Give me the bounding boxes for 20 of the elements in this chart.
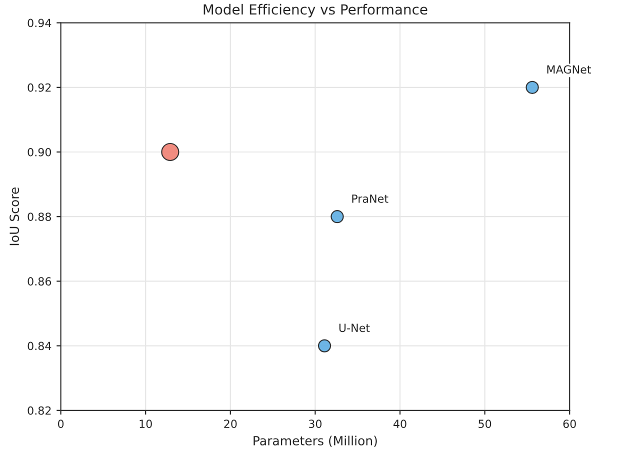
y-tick-label: 0.86: [28, 277, 52, 286]
annotation: PraNet: [352, 194, 388, 203]
x-tick-label: 0: [58, 420, 64, 428]
y-tick-label: 0.84: [28, 342, 52, 350]
x-tick-label: 50: [478, 420, 492, 428]
annotation: U-Net: [339, 324, 370, 332]
annotation: MAGNet: [547, 65, 592, 74]
x-tick-label: 60: [563, 420, 576, 428]
y-tick-label: 0.82: [28, 406, 51, 415]
y-tick-label: 0.90: [28, 148, 52, 156]
y-tick-label: 0.88: [28, 212, 52, 221]
x-tick-label: 20: [224, 420, 237, 428]
x-axis-title: Parameters (Million): [254, 436, 377, 447]
y-tick-label: 0.92: [28, 83, 51, 92]
y-axis-title: IoU Score: [10, 188, 20, 246]
chart-title: Model Efficiency vs Performance: [204, 4, 428, 18]
x-tick-label: 40: [393, 420, 406, 428]
x-tick-label: 10: [140, 420, 152, 428]
x-tick-label: 30: [308, 420, 322, 428]
y-tick-label: 0.94: [28, 18, 52, 28]
